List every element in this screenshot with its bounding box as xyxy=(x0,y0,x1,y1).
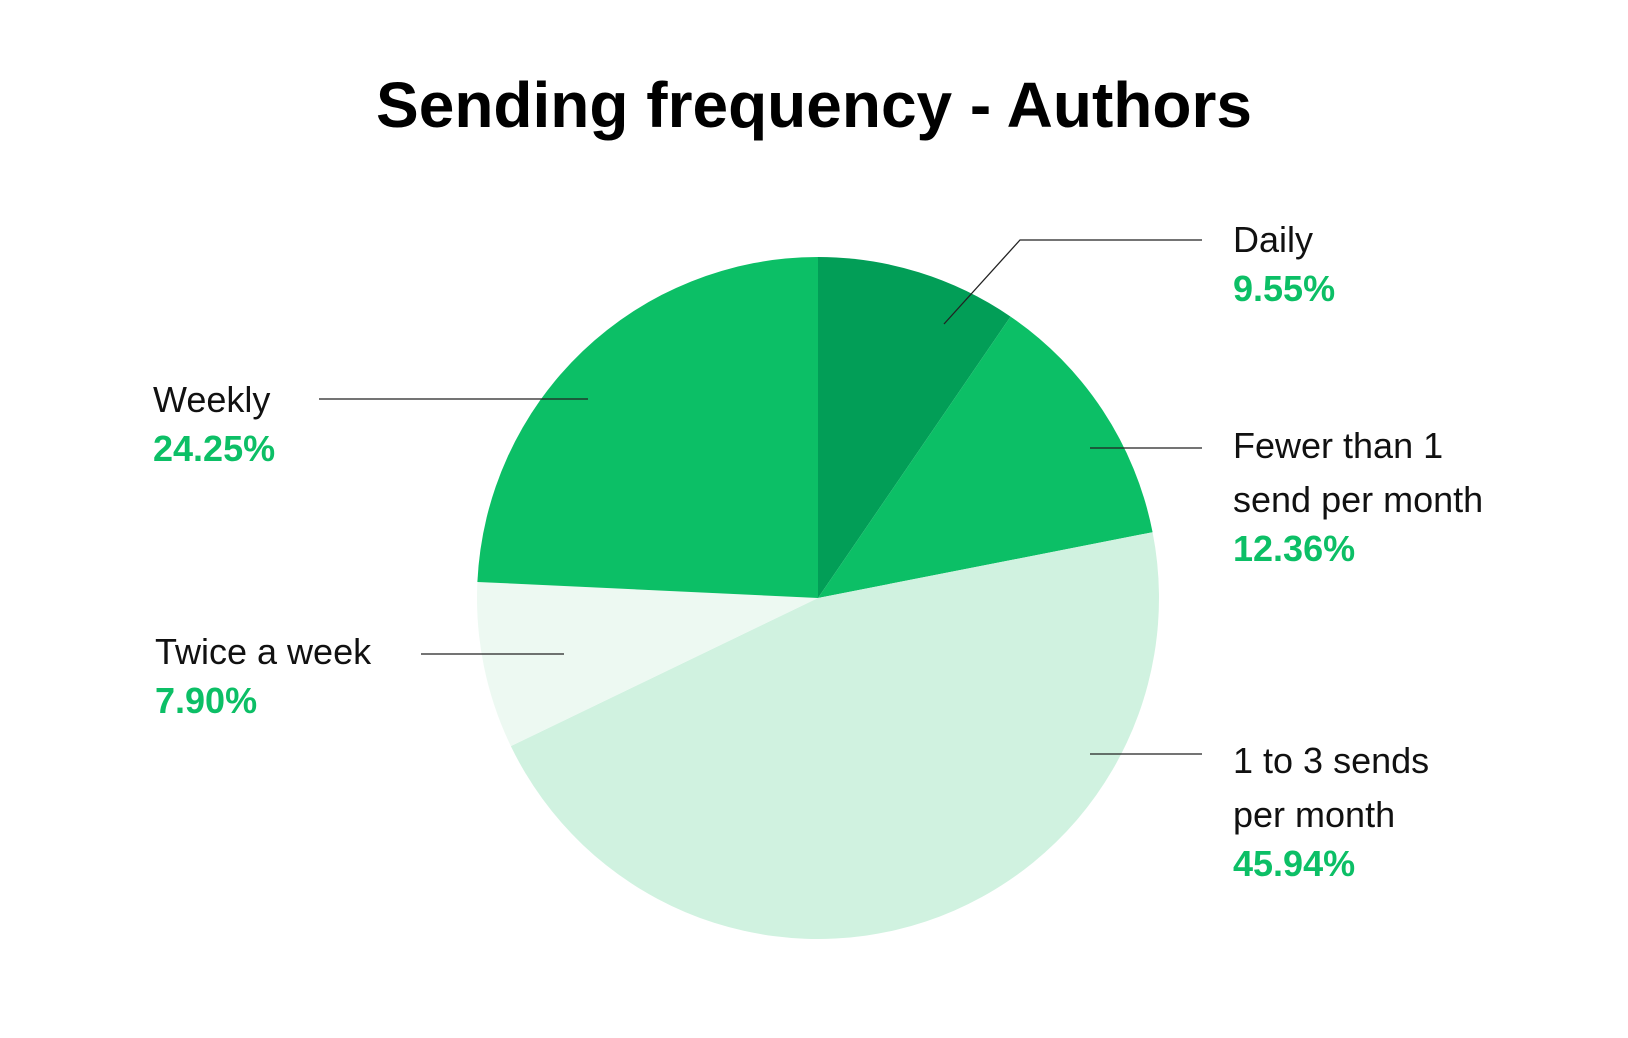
pie-slice xyxy=(477,257,818,598)
leader-lines xyxy=(319,239,1202,755)
slice-label: Fewer than 1 xyxy=(1233,425,1443,466)
slice-labels: Daily 9.55% Fewer than 1 send per month 12.3… xyxy=(153,219,1483,884)
slice-label: Twice a week xyxy=(155,631,372,672)
pie-slice xyxy=(818,316,1153,598)
slice-label: per month xyxy=(1233,794,1395,835)
pie-slice xyxy=(510,532,1159,939)
chart-title: Sending frequency - Authors xyxy=(376,69,1252,141)
slice-label: send per month xyxy=(1233,479,1483,520)
pie-slice xyxy=(477,581,818,747)
pie-slices xyxy=(477,257,1159,939)
pie-slice xyxy=(818,257,1011,598)
slice-value-label: 9.55% xyxy=(1233,268,1335,309)
slice-label: 1 to 3 sends xyxy=(1233,740,1429,781)
slice-value-label: 12.36% xyxy=(1233,528,1355,569)
slice-label: Daily xyxy=(1233,219,1313,260)
leader-line xyxy=(943,239,1202,325)
slice-value-label: 24.25% xyxy=(153,428,275,469)
slice-value-label: 7.90% xyxy=(155,680,257,721)
slice-label: Weekly xyxy=(153,379,270,420)
slice-value-label: 45.94% xyxy=(1233,843,1355,884)
